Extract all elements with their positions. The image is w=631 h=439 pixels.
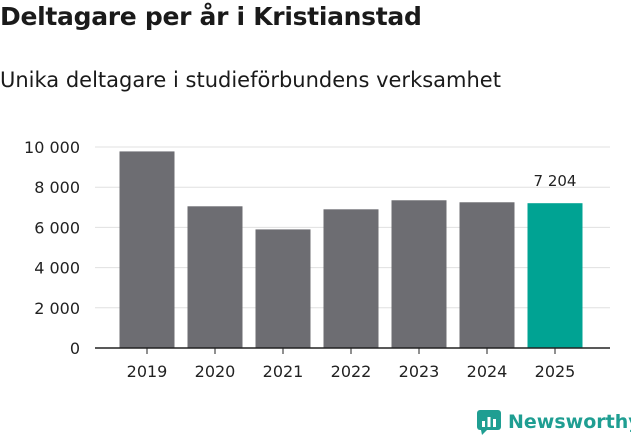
- bar-2019: [119, 151, 175, 348]
- bar-2022: [323, 209, 379, 348]
- bar-2021: [255, 229, 311, 348]
- newsworthy-icon: [477, 410, 501, 435]
- x-tick-label: 2024: [467, 362, 508, 381]
- bar-2023: [391, 200, 447, 348]
- x-axis-tick-labels: 2019 2020 2021 2022 2023 2024 2025: [127, 348, 576, 381]
- bar-2025: [527, 203, 583, 348]
- x-tick-label: 2020: [195, 362, 236, 381]
- y-tick-label: 0: [70, 339, 80, 358]
- x-tick-label: 2025: [535, 362, 576, 381]
- x-tick-label: 2019: [127, 362, 168, 381]
- chart-subtitle: Unika deltagare i studieförbundens verks…: [0, 68, 501, 92]
- y-axis-tick-labels: 0 2 000 4 000 6 000 8 000 10 000: [24, 138, 80, 358]
- newsworthy-logo: Newsworthy: [476, 407, 631, 437]
- data-labels: 7 204: [534, 172, 577, 190]
- x-tick-label: 2021: [263, 362, 304, 381]
- x-tick-label: 2023: [399, 362, 440, 381]
- brand-name: Newsworthy: [508, 411, 631, 433]
- y-tick-label: 6 000: [34, 218, 80, 237]
- y-tick-label: 2 000: [34, 299, 80, 318]
- bars: [119, 151, 583, 348]
- y-tick-label: 10 000: [24, 138, 80, 157]
- y-tick-label: 8 000: [34, 178, 80, 197]
- y-tick-label: 4 000: [34, 259, 80, 278]
- bar-2020: [187, 206, 243, 348]
- bar-2024: [459, 202, 515, 348]
- data-label-2025: 7 204: [534, 172, 577, 190]
- chart-title: Deltagare per år i Kristianstad: [0, 2, 422, 31]
- x-tick-label: 2022: [331, 362, 372, 381]
